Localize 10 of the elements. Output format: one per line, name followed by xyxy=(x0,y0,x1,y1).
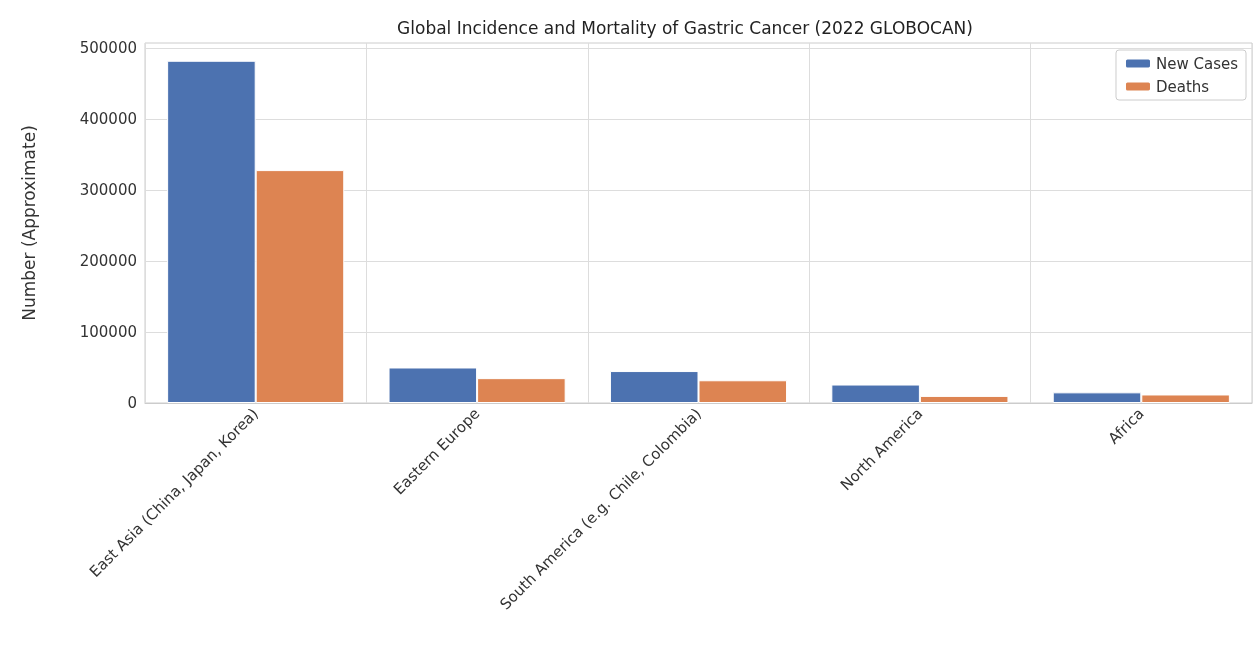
y-tick-label: 300000 xyxy=(79,180,137,199)
legend-label: New Cases xyxy=(1155,54,1239,73)
y-tick-label: 100000 xyxy=(79,322,137,341)
chart-title: Global Incidence and Mortality of Gastric Cancer (2022 GLOBOCAN) xyxy=(397,17,973,38)
legend-label: Deaths xyxy=(1155,77,1210,96)
y-tick-label: 0 xyxy=(127,394,137,412)
y-tick-label: 400000 xyxy=(79,109,137,128)
y-tick-label: 500000 xyxy=(79,38,137,57)
y-axis-title: Number (Approximate) xyxy=(18,125,39,321)
y-tick-label: 200000 xyxy=(79,251,137,270)
